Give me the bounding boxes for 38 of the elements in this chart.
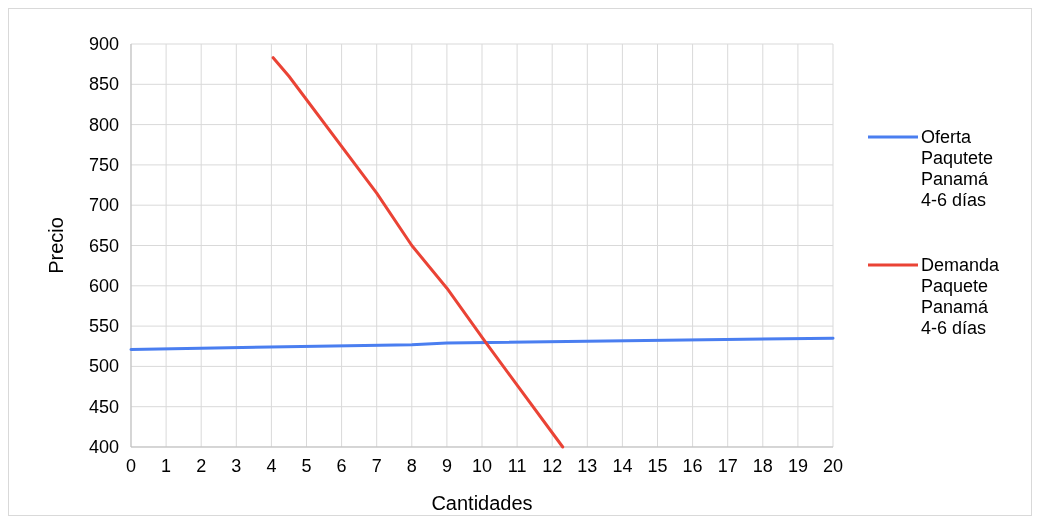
legend-label: Demanda Paquete Panamá 4-6 días	[921, 255, 1001, 338]
x-tick-label: 14	[612, 456, 633, 476]
x-tick-label: 20	[822, 456, 844, 476]
y-tick-label: 600	[88, 275, 119, 296]
y-tick-label: 450	[88, 396, 119, 417]
y-axis-title: Precio	[45, 217, 67, 274]
y-tick-label: 750	[88, 154, 119, 175]
x-tick-label: 4	[266, 456, 277, 476]
x-tick-label: 8	[406, 456, 417, 476]
y-tick-label: 700	[88, 195, 119, 216]
x-tick-label: 15	[647, 456, 668, 476]
x-tick-label: 19	[787, 456, 808, 476]
x-tick-label: 7	[371, 456, 382, 476]
x-tick-label: 2	[196, 456, 207, 476]
x-axis-title: Cantidades	[431, 492, 533, 514]
x-tick-label: 9	[441, 456, 452, 476]
x-tick-label: 12	[542, 456, 563, 476]
x-tick-label: 11	[507, 456, 527, 476]
x-tick-label: 18	[752, 456, 773, 476]
y-tick-label: 500	[88, 356, 119, 377]
x-tick-label: 17	[717, 456, 738, 476]
y-tick-label: 800	[88, 114, 119, 135]
x-tick-label: 6	[336, 456, 347, 476]
y-tick-label: 650	[88, 235, 119, 256]
x-tick-label: 0	[125, 456, 137, 476]
x-tick-label: 13	[577, 456, 598, 476]
x-tick-label: 16	[682, 456, 703, 476]
x-tick-label: 5	[301, 456, 312, 476]
y-tick-label: 850	[88, 74, 119, 95]
x-tick-label: 10	[471, 456, 493, 476]
y-tick-label: 550	[88, 316, 119, 337]
x-tick-label: 3	[231, 456, 242, 476]
line-series	[129, 336, 835, 351]
y-tick-label: 900	[88, 34, 119, 54]
line-series	[271, 56, 565, 449]
legend-label: Oferta Paqutete Panamá 4-6 días	[921, 127, 994, 210]
y-tick-label: 400	[88, 437, 119, 457]
x-tick-label: 1	[161, 456, 172, 476]
